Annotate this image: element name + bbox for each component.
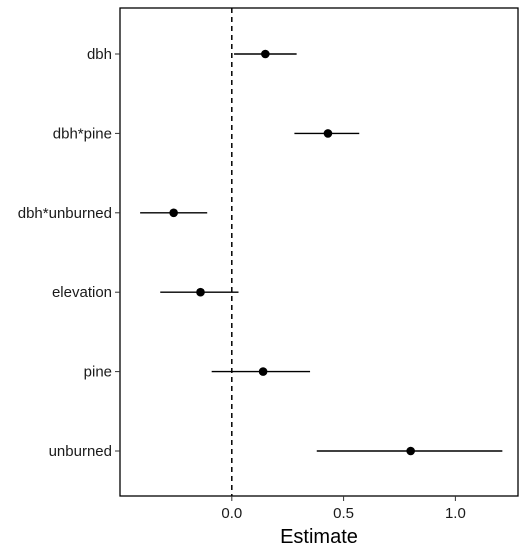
x-tick-label: 1.0 (445, 505, 466, 522)
x-axis-title: Estimate (280, 526, 358, 548)
y-tick-label-elevation: elevation (52, 284, 112, 301)
point-unburned (406, 446, 415, 456)
point-elevation (196, 287, 205, 297)
y-tick-label-unburned: unburned (49, 443, 112, 460)
y-tick-label-dbh-x-unburned: dbh*unburned (18, 205, 112, 222)
x-tick-label: 0.0 (221, 505, 242, 522)
y-tick-label-pine: pine (84, 364, 112, 381)
point-dbh-x-pine (323, 129, 333, 138)
point-dbh (261, 49, 270, 59)
y-tick-label-dbh: dbh (87, 46, 112, 63)
y-tick-label-dbh-x-pine: dbh*pine (53, 125, 112, 142)
point-dbh-x-unburned (169, 208, 178, 218)
plot-panel (119, 7, 519, 497)
x-tick-label: 0.5 (333, 505, 354, 522)
point-pine (258, 367, 268, 376)
